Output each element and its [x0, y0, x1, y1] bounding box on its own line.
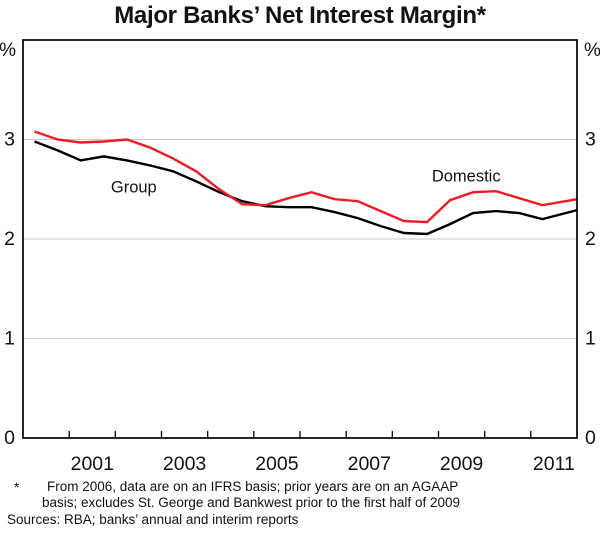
y-axis-label-right-0: 0 [585, 427, 596, 449]
unit-label-left: % [0, 40, 16, 61]
x-axis-label-2011: 2011 [533, 453, 575, 475]
y-axis-label-right-2: 2 [585, 228, 596, 250]
x-axis-label-2009: 2009 [440, 453, 483, 475]
chart-title: Major Banks’ Net Interest Margin* [114, 2, 486, 29]
footnote-line-2: basis; excludes St. George and Bankwest … [42, 495, 460, 510]
series-line-domestic [34, 130, 578, 224]
unit-label-right: % [584, 40, 600, 61]
y-axis-label-left-3: 3 [4, 129, 15, 151]
footnote-line-1: From 2006, data are on an IFRS basis; pr… [47, 479, 459, 494]
footnote: * From 2006, data are on an IFRS basis; … [0, 479, 600, 535]
x-axis-label-2001: 2001 [71, 453, 114, 475]
y-axis-label-left-0: 0 [4, 427, 15, 449]
x-axis-label-2005: 2005 [255, 453, 299, 475]
series-label-domestic: Domestic [432, 167, 501, 185]
y-axis-label-left-1: 1 [4, 328, 15, 350]
y-axis-label-right-3: 3 [585, 129, 596, 151]
footnote-asterisk: * [14, 480, 20, 495]
x-axis-label-2007: 2007 [348, 453, 391, 475]
footnote-sources: Sources: RBA; banks’ annual and interim … [7, 512, 299, 527]
y-axis-label-right-1: 1 [585, 328, 596, 350]
series-label-group: Group [111, 178, 157, 196]
series-line-group [34, 140, 578, 236]
y-axis-label-left-2: 2 [4, 228, 15, 250]
x-axis-label-2003: 2003 [163, 453, 206, 475]
